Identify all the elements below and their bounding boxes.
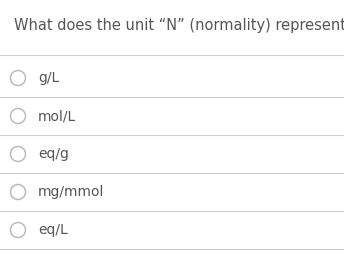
Text: mol/L: mol/L — [38, 109, 76, 123]
Text: mg/mmol: mg/mmol — [38, 185, 104, 199]
Text: g/L: g/L — [38, 71, 59, 85]
Text: eq/L: eq/L — [38, 223, 68, 237]
Text: eq/g: eq/g — [38, 147, 69, 161]
Text: What does the unit “N” (normality) represent?: What does the unit “N” (normality) repre… — [14, 18, 344, 33]
